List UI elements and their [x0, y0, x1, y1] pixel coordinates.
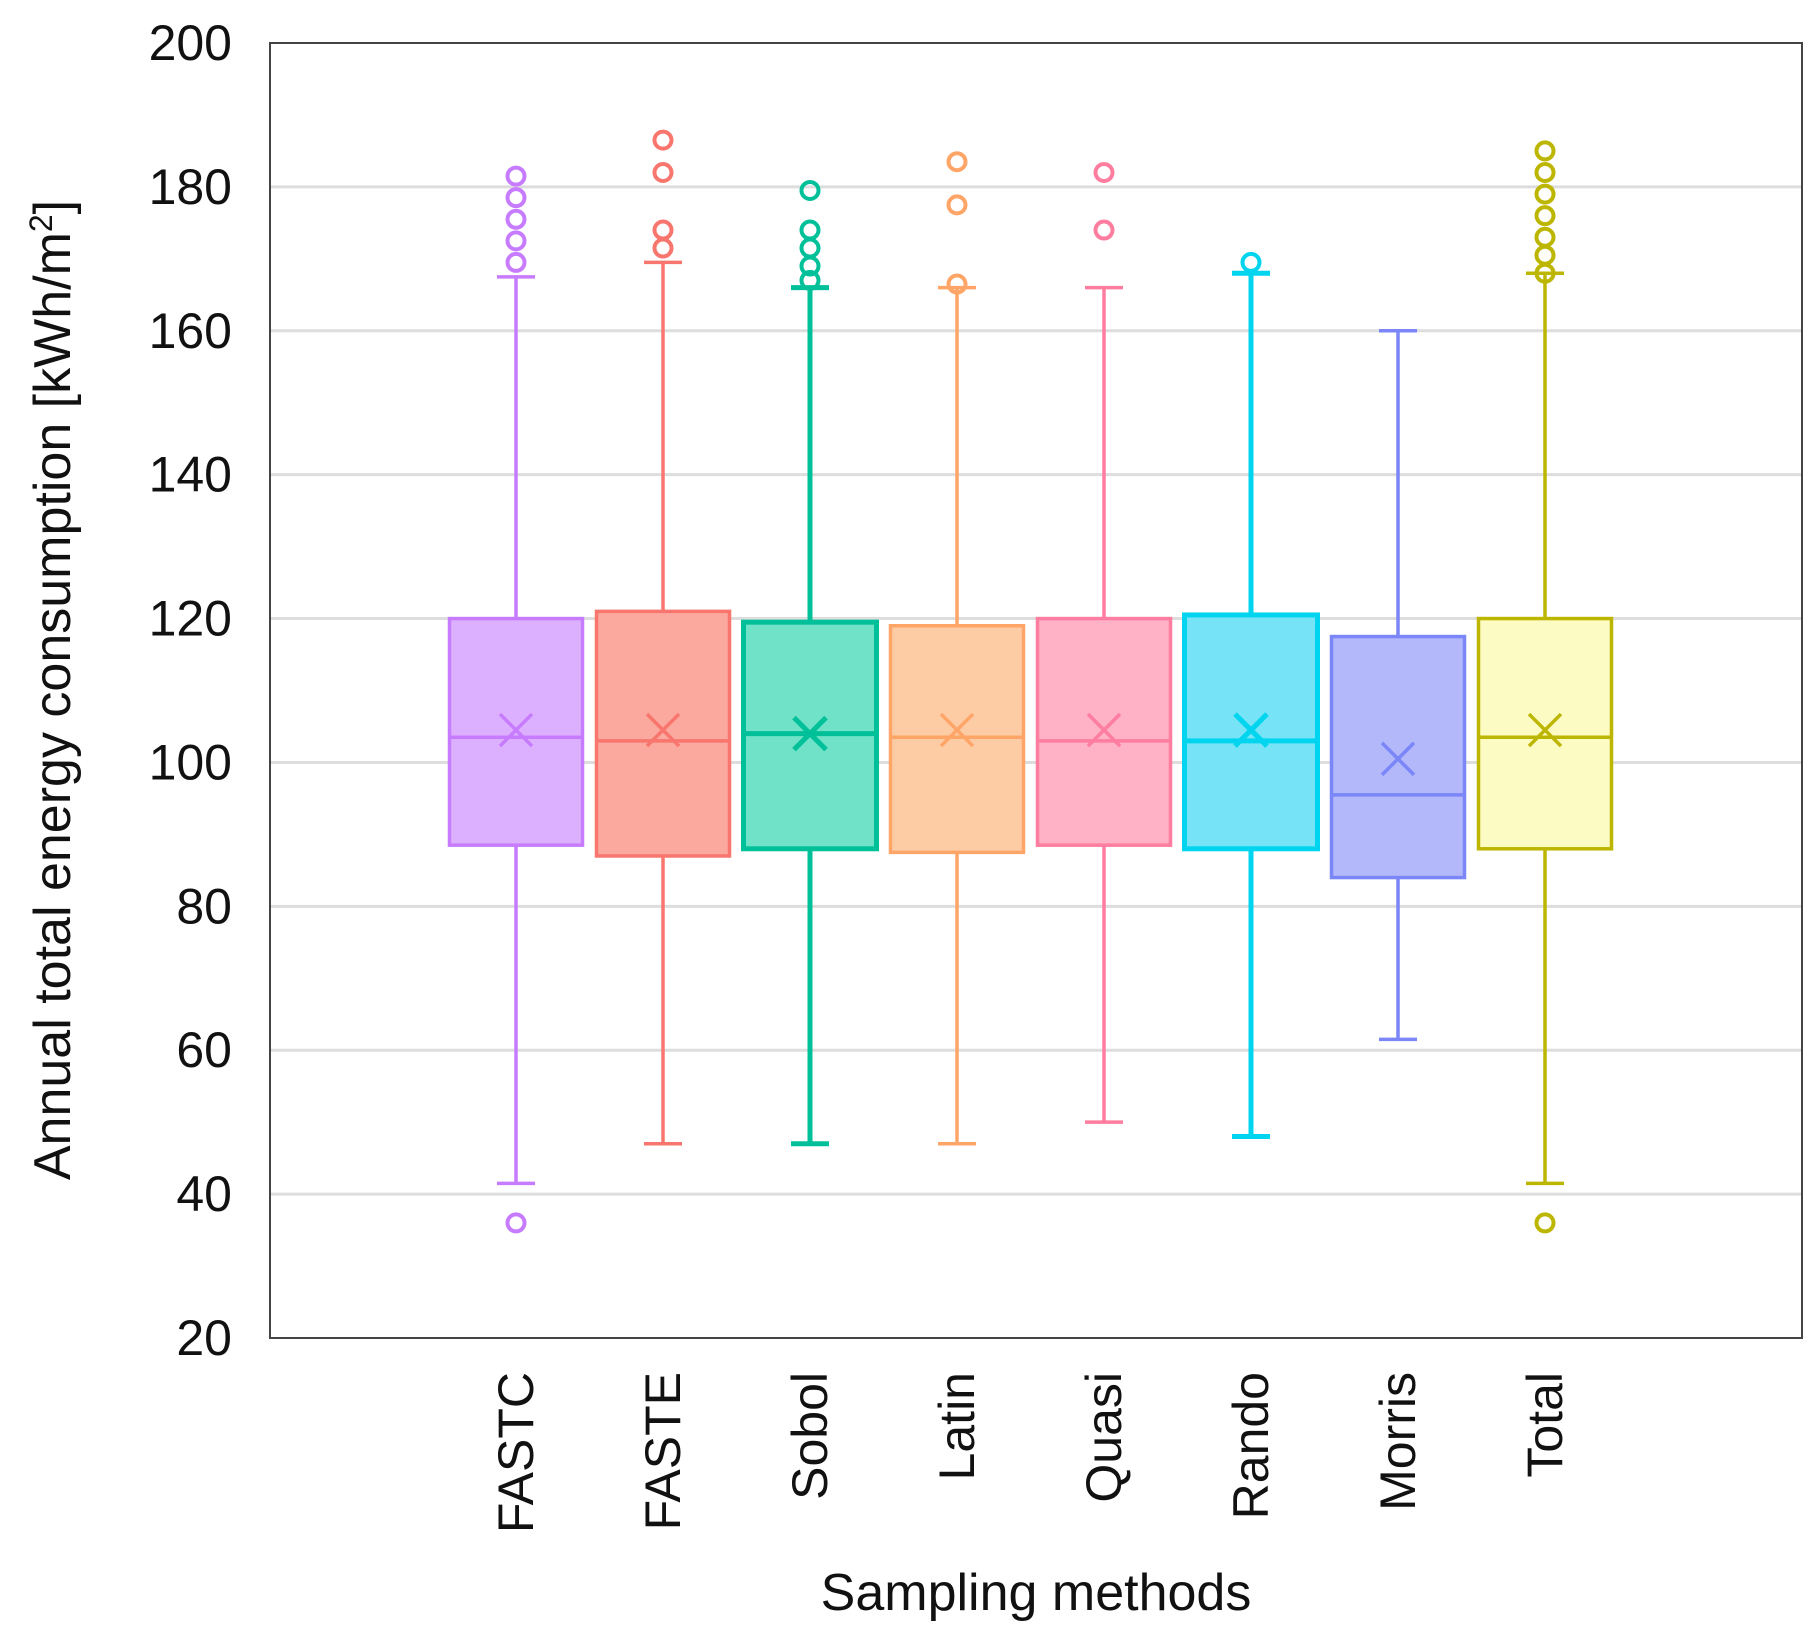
box-group-fastc	[447, 165, 585, 1234]
x-axis-title: Sampling methods	[821, 1564, 1252, 1622]
outlier-point	[1534, 140, 1556, 162]
y-tick-label: 80	[176, 878, 232, 934]
y-tick-label: 20	[176, 1310, 232, 1366]
y-tick-label: 160	[149, 303, 232, 359]
box-group-quasi	[1035, 162, 1173, 1124]
outlier-point	[1534, 205, 1556, 227]
y-tick-label: 120	[149, 591, 232, 647]
x-tick-label: FASTC	[488, 1372, 544, 1533]
outlier-point	[1093, 162, 1115, 183]
y-axis-title-superscript: 2	[23, 214, 59, 232]
x-tick-label: Total	[1517, 1372, 1573, 1478]
box-group-sobol	[741, 179, 879, 1147]
outlier-point	[799, 269, 821, 291]
x-tick-label: Latin	[929, 1372, 985, 1480]
mean-marker	[1086, 712, 1122, 748]
box-group-rando	[1182, 251, 1320, 1140]
outlier-point	[505, 208, 527, 230]
box-group-faste	[594, 129, 732, 1146]
outlier-point	[1534, 162, 1556, 183]
mean-marker	[1527, 712, 1563, 748]
iqr-box	[594, 609, 732, 858]
outlier-point	[799, 219, 821, 241]
mean-marker	[645, 712, 681, 748]
y-axis-title-main: Annual total energy consumption [kWh/m	[24, 232, 82, 1180]
mean-marker	[1233, 712, 1269, 748]
iqr-box	[1182, 612, 1320, 852]
outlier-point	[505, 1212, 527, 1234]
outlier-point	[799, 179, 821, 201]
mean-marker	[498, 712, 534, 748]
mean-marker	[792, 715, 828, 752]
outlier-point	[1534, 226, 1556, 248]
y-tick-label: 140	[149, 447, 232, 503]
outlier-point	[946, 194, 968, 216]
mean-marker	[1380, 741, 1416, 777]
y-tick-label: 60	[176, 1022, 232, 1078]
outlier-point	[505, 165, 527, 187]
outlier-point	[946, 273, 968, 295]
box-series	[447, 129, 1614, 1234]
y-tick-label: 200	[149, 15, 232, 71]
y-axis-title-end: ]	[24, 200, 82, 214]
outlier-point	[652, 162, 674, 183]
x-axis-category-labels: FASTC FASTE Sobol Latin Quasi Rando Morris Tota…	[488, 1372, 1573, 1533]
box-group-morris	[1329, 329, 1467, 1042]
y-axis-ticks: 20 40 60 80 100 120 140 160 180 200	[149, 15, 232, 1366]
outlier-point	[1534, 183, 1556, 205]
outlier-point	[1093, 219, 1115, 241]
box-group-latin	[888, 151, 1026, 1146]
outlier-point	[652, 219, 674, 241]
iqr-box	[1476, 616, 1614, 851]
box-group-total	[1476, 140, 1614, 1234]
mean-marker	[939, 712, 975, 748]
outlier-point	[505, 251, 527, 273]
x-tick-label: Sobol	[782, 1372, 838, 1500]
iqr-box	[888, 624, 1026, 855]
x-tick-label: Rando	[1223, 1372, 1279, 1519]
y-axis-title: Annual total energy consumption [kWh/m2]	[23, 200, 82, 1180]
x-tick-label: Quasi	[1076, 1372, 1132, 1503]
outlier-point	[1534, 1212, 1556, 1234]
y-tick-label: 40	[176, 1166, 232, 1222]
y-tick-label: 100	[149, 734, 232, 790]
outlier-point	[1240, 251, 1262, 273]
x-tick-label: Morris	[1370, 1372, 1426, 1511]
plot-area-frame	[269, 42, 1803, 1339]
y-tick-label: 180	[149, 159, 232, 215]
x-tick-label: FASTE	[635, 1372, 691, 1530]
outlier-point	[652, 129, 674, 151]
outlier-point	[946, 151, 968, 173]
outlier-point	[505, 187, 527, 209]
outlier-point	[505, 230, 527, 252]
